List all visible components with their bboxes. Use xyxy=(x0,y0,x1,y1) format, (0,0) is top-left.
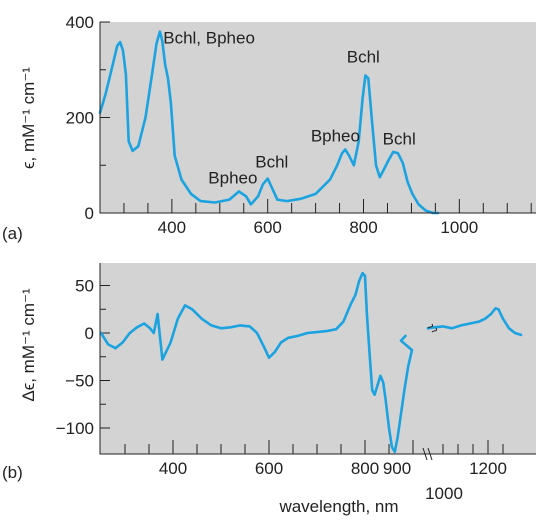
panel-b-ylabel: Δϵ, mM⁻¹ cm⁻¹ xyxy=(19,288,38,402)
panel-a-tick-labels: 400 600 800 1000 0 200 400 xyxy=(66,13,479,237)
panel-b-x-tick-label: 800 xyxy=(351,459,379,478)
panel-b-tick-labels: 400 600 800 900 1000 1200 −100 −50 0 50 xyxy=(56,277,507,504)
panel-b-x-tick-label: 600 xyxy=(255,459,283,478)
panel-a-annotation: Bpheo xyxy=(208,168,257,187)
panel-b-y-tick-label: 50 xyxy=(75,277,94,296)
panel-a-tag: (a) xyxy=(2,224,23,243)
panel-b-curve-break xyxy=(427,323,437,333)
panel-a-x-tick-label: 800 xyxy=(349,218,377,237)
panel-b-plot-area xyxy=(100,263,536,454)
panel-a-x-tick-label: 1000 xyxy=(440,218,478,237)
panel-b-cd-line-after-break xyxy=(426,307,523,337)
panel-b-y-tick-label: −100 xyxy=(56,419,94,438)
panel-a-annotation: Bchl xyxy=(347,48,380,67)
panel-a-y-tick-label: 0 xyxy=(85,204,94,223)
panel-b-y-tick-label: −50 xyxy=(65,372,94,391)
panel-a-plot-area xyxy=(100,22,536,213)
panel-a-annotation: Bchl, Bpheo xyxy=(163,28,255,47)
panel-b: 400 600 800 900 1000 1200 −100 −50 0 50 Δϵ, mM⁻¹ … xyxy=(2,263,536,516)
panel-a-annotation: Bchl xyxy=(383,130,416,149)
panel-b-tag: (b) xyxy=(2,463,23,482)
panel-b-x-tick-label: 1200 xyxy=(469,459,507,478)
panel-b-cd-line xyxy=(99,271,414,454)
panel-a-annotation: Bchl xyxy=(255,153,288,172)
panel-a-annotation: Bpheo xyxy=(311,126,360,145)
panel-b-x-tick-label: 400 xyxy=(159,459,187,478)
panel-b-y-tick-label: 0 xyxy=(85,324,94,343)
panel-a-ylabel: ϵ, mM⁻¹ cm⁻¹ xyxy=(19,67,38,169)
panel-a-ticks xyxy=(100,21,532,214)
panel-a-x-tick-label: 600 xyxy=(254,218,282,237)
panel-b-x-tick-label: 1000 xyxy=(425,484,463,503)
panel-a-axes-frame xyxy=(99,22,536,214)
panel-b-axes-frame xyxy=(99,263,536,455)
panel-a-absorption-line xyxy=(98,30,440,215)
panel-b-axis-break xyxy=(422,447,433,461)
panel-a-y-tick-label: 200 xyxy=(66,109,94,128)
panel-a-y-tick-label: 400 xyxy=(66,13,94,32)
panel-a-x-tick-label: 400 xyxy=(158,218,186,237)
panel-b-ticks xyxy=(100,285,504,454)
panel-b-x-tick-label: 900 xyxy=(383,459,411,478)
panel-b-xlabel: wavelength, nm xyxy=(278,497,398,516)
